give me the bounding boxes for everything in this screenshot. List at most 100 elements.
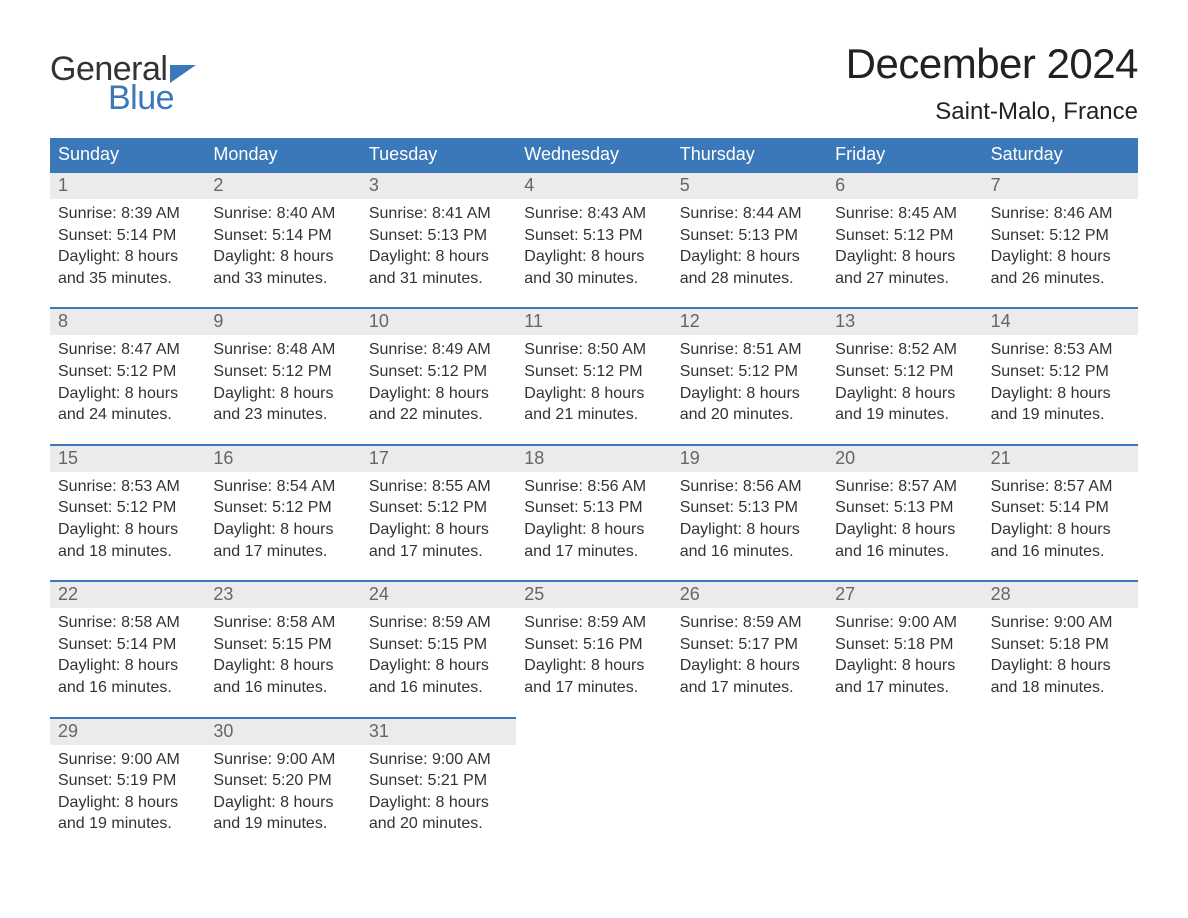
daylight-line: Daylight: 8 hours and 19 minutes.	[835, 383, 974, 426]
daylight-line: Daylight: 8 hours and 19 minutes.	[58, 792, 197, 835]
sunset-line: Sunset: 5:19 PM	[58, 770, 197, 792]
sunset-line: Sunset: 5:21 PM	[369, 770, 508, 792]
daylight-line: Daylight: 8 hours and 30 minutes.	[524, 246, 663, 289]
day-cell: 10Sunrise: 8:49 AMSunset: 5:12 PMDayligh…	[361, 307, 516, 443]
day-number: 3	[361, 173, 516, 199]
sunrise-line: Sunrise: 8:59 AM	[369, 612, 508, 634]
day-body: Sunrise: 8:48 AMSunset: 5:12 PMDaylight:…	[205, 335, 360, 425]
day-number: 2	[205, 173, 360, 199]
sunset-line: Sunset: 5:14 PM	[213, 225, 352, 247]
sunrise-line: Sunrise: 8:51 AM	[680, 339, 819, 361]
daylight-line: Daylight: 8 hours and 27 minutes.	[835, 246, 974, 289]
daylight-line: Daylight: 8 hours and 18 minutes.	[58, 519, 197, 562]
sunset-line: Sunset: 5:12 PM	[835, 225, 974, 247]
day-cell: 14Sunrise: 8:53 AMSunset: 5:12 PMDayligh…	[983, 307, 1138, 443]
day-number: 29	[50, 719, 205, 745]
day-cell: 21Sunrise: 8:57 AMSunset: 5:14 PMDayligh…	[983, 444, 1138, 580]
daylight-line: Daylight: 8 hours and 17 minutes.	[524, 519, 663, 562]
weekday-header: Saturday	[983, 138, 1138, 171]
day-cell: 30Sunrise: 9:00 AMSunset: 5:20 PMDayligh…	[205, 717, 360, 853]
day-body: Sunrise: 9:00 AMSunset: 5:19 PMDaylight:…	[50, 745, 205, 835]
sunset-line: Sunset: 5:12 PM	[213, 497, 352, 519]
day-body: Sunrise: 8:57 AMSunset: 5:13 PMDaylight:…	[827, 472, 982, 562]
sunrise-line: Sunrise: 8:47 AM	[58, 339, 197, 361]
day-body: Sunrise: 8:51 AMSunset: 5:12 PMDaylight:…	[672, 335, 827, 425]
daylight-line: Daylight: 8 hours and 35 minutes.	[58, 246, 197, 289]
daylight-line: Daylight: 8 hours and 16 minutes.	[835, 519, 974, 562]
sunrise-line: Sunrise: 8:50 AM	[524, 339, 663, 361]
day-body: Sunrise: 8:53 AMSunset: 5:12 PMDaylight:…	[983, 335, 1138, 425]
sunrise-line: Sunrise: 8:43 AM	[524, 203, 663, 225]
day-cell: 11Sunrise: 8:50 AMSunset: 5:12 PMDayligh…	[516, 307, 671, 443]
daylight-line: Daylight: 8 hours and 16 minutes.	[369, 655, 508, 698]
day-number: 8	[50, 309, 205, 335]
day-body: Sunrise: 8:50 AMSunset: 5:12 PMDaylight:…	[516, 335, 671, 425]
sunrise-line: Sunrise: 8:58 AM	[58, 612, 197, 634]
day-body: Sunrise: 8:59 AMSunset: 5:17 PMDaylight:…	[672, 608, 827, 698]
logo: General Blue	[50, 40, 196, 118]
day-body: Sunrise: 9:00 AMSunset: 5:18 PMDaylight:…	[827, 608, 982, 698]
day-cell: 5Sunrise: 8:44 AMSunset: 5:13 PMDaylight…	[672, 171, 827, 307]
sunset-line: Sunset: 5:15 PM	[213, 634, 352, 656]
day-number: 10	[361, 309, 516, 335]
day-body: Sunrise: 8:41 AMSunset: 5:13 PMDaylight:…	[361, 199, 516, 289]
sunset-line: Sunset: 5:17 PM	[680, 634, 819, 656]
month-title: December 2024	[846, 40, 1138, 88]
sunrise-line: Sunrise: 8:54 AM	[213, 476, 352, 498]
sunset-line: Sunset: 5:20 PM	[213, 770, 352, 792]
day-body: Sunrise: 8:58 AMSunset: 5:14 PMDaylight:…	[50, 608, 205, 698]
daylight-line: Daylight: 8 hours and 23 minutes.	[213, 383, 352, 426]
day-cell: 2Sunrise: 8:40 AMSunset: 5:14 PMDaylight…	[205, 171, 360, 307]
sunrise-line: Sunrise: 8:40 AM	[213, 203, 352, 225]
day-number: 19	[672, 446, 827, 472]
day-body: Sunrise: 8:54 AMSunset: 5:12 PMDaylight:…	[205, 472, 360, 562]
day-cell: 24Sunrise: 8:59 AMSunset: 5:15 PMDayligh…	[361, 580, 516, 716]
day-number: 7	[983, 173, 1138, 199]
sunrise-line: Sunrise: 8:59 AM	[680, 612, 819, 634]
day-cell: 7Sunrise: 8:46 AMSunset: 5:12 PMDaylight…	[983, 171, 1138, 307]
weekday-header: Tuesday	[361, 138, 516, 171]
daylight-line: Daylight: 8 hours and 21 minutes.	[524, 383, 663, 426]
day-body: Sunrise: 9:00 AMSunset: 5:20 PMDaylight:…	[205, 745, 360, 835]
day-body: Sunrise: 9:00 AMSunset: 5:18 PMDaylight:…	[983, 608, 1138, 698]
day-body: Sunrise: 8:43 AMSunset: 5:13 PMDaylight:…	[516, 199, 671, 289]
empty-cell	[516, 717, 671, 853]
logo-text-blue: Blue	[108, 79, 196, 118]
sunrise-line: Sunrise: 9:00 AM	[58, 749, 197, 771]
day-number: 11	[516, 309, 671, 335]
daylight-line: Daylight: 8 hours and 17 minutes.	[835, 655, 974, 698]
sunset-line: Sunset: 5:12 PM	[680, 361, 819, 383]
day-number: 26	[672, 582, 827, 608]
sunrise-line: Sunrise: 8:57 AM	[835, 476, 974, 498]
sunset-line: Sunset: 5:13 PM	[835, 497, 974, 519]
sunrise-line: Sunrise: 8:46 AM	[991, 203, 1130, 225]
daylight-line: Daylight: 8 hours and 17 minutes.	[213, 519, 352, 562]
day-cell: 31Sunrise: 9:00 AMSunset: 5:21 PMDayligh…	[361, 717, 516, 853]
sunset-line: Sunset: 5:16 PM	[524, 634, 663, 656]
sunrise-line: Sunrise: 9:00 AM	[213, 749, 352, 771]
sunrise-line: Sunrise: 9:00 AM	[991, 612, 1130, 634]
title-block: December 2024 Saint-Malo, France	[846, 40, 1138, 126]
sunset-line: Sunset: 5:13 PM	[680, 497, 819, 519]
day-number: 23	[205, 582, 360, 608]
sunrise-line: Sunrise: 8:45 AM	[835, 203, 974, 225]
day-number: 30	[205, 719, 360, 745]
day-body: Sunrise: 8:44 AMSunset: 5:13 PMDaylight:…	[672, 199, 827, 289]
day-number: 12	[672, 309, 827, 335]
daylight-line: Daylight: 8 hours and 20 minutes.	[369, 792, 508, 835]
daylight-line: Daylight: 8 hours and 16 minutes.	[991, 519, 1130, 562]
daylight-line: Daylight: 8 hours and 16 minutes.	[58, 655, 197, 698]
day-cell: 8Sunrise: 8:47 AMSunset: 5:12 PMDaylight…	[50, 307, 205, 443]
daylight-line: Daylight: 8 hours and 19 minutes.	[213, 792, 352, 835]
day-cell: 25Sunrise: 8:59 AMSunset: 5:16 PMDayligh…	[516, 580, 671, 716]
day-number: 27	[827, 582, 982, 608]
day-cell: 4Sunrise: 8:43 AMSunset: 5:13 PMDaylight…	[516, 171, 671, 307]
day-number: 9	[205, 309, 360, 335]
sunset-line: Sunset: 5:13 PM	[680, 225, 819, 247]
day-number: 5	[672, 173, 827, 199]
day-cell: 28Sunrise: 9:00 AMSunset: 5:18 PMDayligh…	[983, 580, 1138, 716]
day-number: 21	[983, 446, 1138, 472]
weekday-header: Friday	[827, 138, 982, 171]
day-number: 6	[827, 173, 982, 199]
sunrise-line: Sunrise: 8:55 AM	[369, 476, 508, 498]
